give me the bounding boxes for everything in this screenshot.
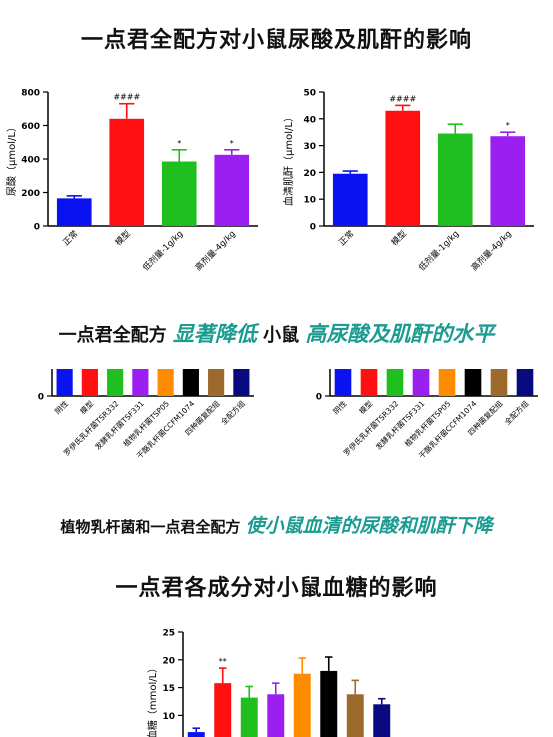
bar [267,694,285,737]
category-label: 高剂量-4g/kg [193,228,238,273]
bar [373,704,391,737]
headline-1-part-b: 显著降低 [172,322,257,346]
category-label: 全配方组 [502,398,531,427]
bar [157,369,174,396]
headline-2: 植物乳杆菌和一点君全配方 使小鼠血清的尿酸和肌酐下降 [0,511,553,538]
bar [320,670,338,737]
bar [208,369,225,396]
bar [332,173,368,226]
headline-1-part-c: 小鼠 [263,325,300,346]
blood-glucose-chart: 10 15 20 25 血糖（mmol/L） ** [146,629,391,737]
headline-1: 一点君全配方 显著降低 小鼠 高尿酸及肌酐的水平 [0,318,553,348]
bar [490,136,526,226]
bar [516,369,534,396]
category-label: 阴性 [331,398,349,416]
bar [346,694,364,737]
bar [386,369,404,396]
y-tick-label: 15 [162,684,175,694]
blood-glucose-title: 一点君各成分对小鼠血糖的影响 [115,576,438,601]
strain-legend-chart-left: 0阴性 模型罗伊氏乳杆菌TSR332发酵乳杆菌TSF331植物乳杆菌TSP05干酪… [38,369,254,460]
y-tick-label: 400 [21,156,40,166]
bar [334,369,352,396]
y-tick-label: 0 [34,223,40,233]
bar [214,154,250,226]
category-label: 发酵乳杆菌TSF331 [373,398,427,452]
strain-legend-chart-right: 0阴性 模型罗伊氏乳杆菌TSR332发酵乳杆菌TSF331植物乳杆菌TSP05干酪… [316,369,538,460]
significance-mark: * [230,139,234,148]
bar [81,369,98,396]
bar [182,369,199,396]
bar [56,198,92,226]
category-label: 正常 [61,228,81,248]
significance-mark: #### [113,93,140,102]
bar [107,369,124,396]
y-axis-label: 血清肌酐（μmol/L） [282,112,295,206]
y-tick-label: 200 [21,189,40,199]
category-label: 高剂量-4g/kg [469,228,514,273]
category-label: 植物乳杆菌TSP05 [121,398,171,448]
bar [385,110,421,226]
headline-2-part-a: 植物乳杆菌和一点君全配方 [60,518,241,536]
y-tick-label: 600 [21,122,40,132]
category-label: 低剂量-1g/kg [416,228,461,273]
bar [490,369,508,396]
bar [161,161,197,226]
category-label: 阴性 [52,398,70,416]
y-tick-label: 20 [162,656,175,666]
y-tick-label: 30 [303,142,316,152]
bar [187,732,205,737]
bar [109,118,145,226]
y-tick-label: 10 [162,712,175,722]
y-tick-label: 20 [303,169,316,179]
page-title: 一点君全配方对小鼠尿酸及肌酐的影响 [80,28,472,53]
category-label: 植物乳杆菌TSP05 [402,398,452,448]
y-tick-label: 25 [162,629,175,639]
bar [132,369,149,396]
headline-2-part-b: 使小鼠血清的尿酸和肌酐下降 [245,515,493,537]
y-tick-label: 10 [303,196,316,206]
bar [412,369,430,396]
category-label: 模型 [357,398,375,416]
creatinine-chart: 0 10 20 30 40 50 血清肌酐（μmol/L） #### * 正常 模型 低剂量-1g/k… [282,89,534,273]
bar [240,697,258,737]
bar [437,133,473,226]
headline-1-part-d: 高尿酸及肌酐的水平 [305,322,495,346]
bar [360,369,378,396]
uric-acid-chart: 0 200 400 600 800 尿酸（μmol/L） #### * * 正常 模型 低剂量-1g/… [5,89,258,273]
bar [438,369,456,396]
y-axis-label: 血糖（mmol/L） [146,663,159,737]
category-label: 正常 [337,228,357,248]
y-tick-label: 40 [303,115,316,125]
category-label: 模型 [113,228,133,248]
category-label: 模型 [389,228,409,248]
bar [56,369,73,396]
bar [233,369,250,396]
bar [214,683,232,737]
category-label: 全配方组 [219,398,248,427]
headline-1-part-a: 一点君全配方 [58,325,167,346]
bar [464,369,482,396]
bar [293,673,311,737]
y-tick-label: 800 [21,89,40,99]
category-label: 低剂量-1g/kg [140,228,185,273]
y-axis-label: 尿酸（μmol/L） [5,122,18,196]
significance-mark: * [177,139,181,148]
category-label: 模型 [78,398,96,416]
significance-mark: #### [389,94,416,103]
significance-mark: ** [219,657,227,666]
significance-mark: * [506,121,510,130]
y-tick-label: 0 [310,223,316,233]
y-tick-label: 50 [303,89,316,99]
y-tick-label: 0 [316,393,322,403]
y-tick-label: 0 [38,393,44,403]
